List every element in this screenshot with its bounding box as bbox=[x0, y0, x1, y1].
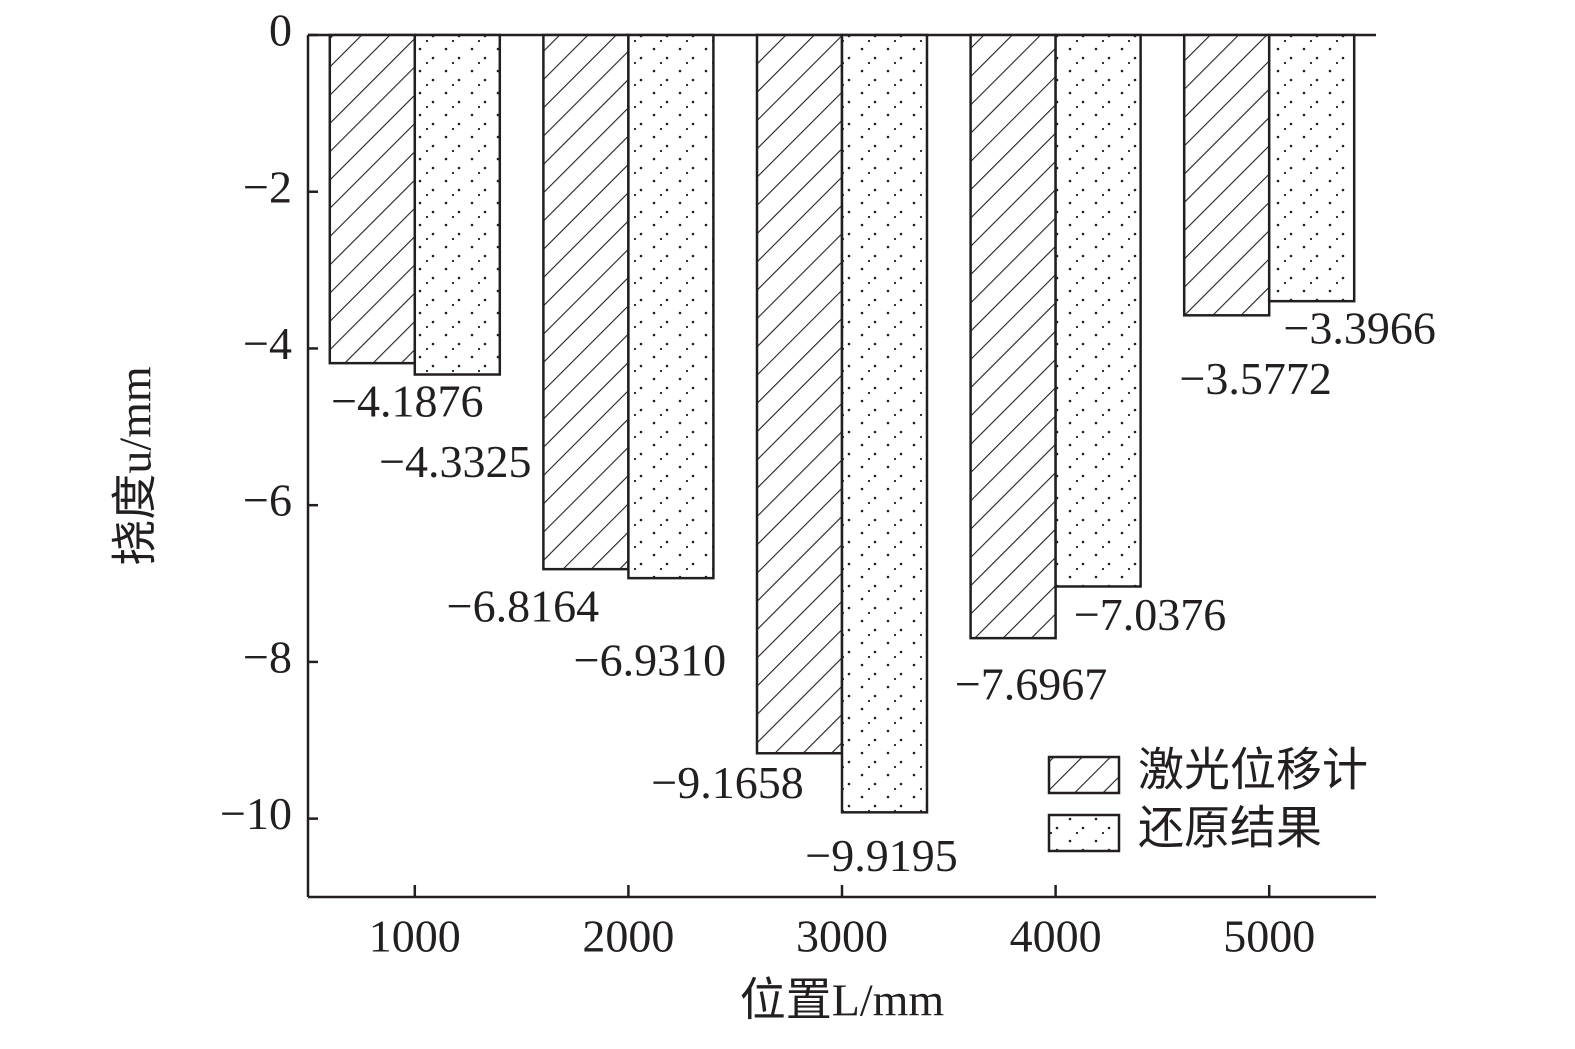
y-tick-label: −2 bbox=[243, 161, 292, 212]
value-label: −9.9195 bbox=[805, 830, 957, 881]
bar bbox=[840, 33, 929, 814]
legend-swatch bbox=[1047, 755, 1121, 795]
y-tick-label: −10 bbox=[220, 788, 292, 839]
value-label: −6.8164 bbox=[447, 581, 599, 632]
bar bbox=[755, 33, 844, 755]
value-label: −7.0376 bbox=[1074, 589, 1226, 640]
x-tick-label: 4000 bbox=[1010, 911, 1102, 962]
x-axis-title: 位置L/mm bbox=[740, 975, 945, 1026]
x-tick-label: 3000 bbox=[796, 911, 888, 962]
value-label: −3.5772 bbox=[1179, 353, 1331, 404]
bar bbox=[328, 33, 417, 365]
value-label: −4.1876 bbox=[331, 376, 483, 427]
bar bbox=[969, 33, 1057, 640]
x-tick-label: 2000 bbox=[582, 911, 674, 962]
value-label: −4.3325 bbox=[379, 436, 531, 487]
value-label: −6.9310 bbox=[574, 635, 726, 686]
bar bbox=[1182, 33, 1271, 317]
bar bbox=[542, 33, 630, 571]
y-tick-label: −6 bbox=[243, 475, 292, 526]
y-tick-label: 0 bbox=[269, 5, 292, 56]
x-tick-label: 5000 bbox=[1223, 911, 1315, 962]
bar bbox=[1054, 33, 1142, 588]
value-label: −9.1658 bbox=[651, 757, 803, 808]
legend-swatch bbox=[1047, 813, 1121, 853]
y-axis-title: 挠度u/mm bbox=[110, 366, 161, 566]
y-tick-label: −4 bbox=[243, 318, 292, 369]
legend-label: 还原结果 bbox=[1138, 803, 1322, 854]
bar bbox=[627, 33, 715, 580]
bar bbox=[413, 33, 502, 376]
x-tick-label: 1000 bbox=[369, 911, 461, 962]
value-label: −3.3966 bbox=[1283, 303, 1435, 354]
bar bbox=[1267, 33, 1356, 303]
value-label: −7.6967 bbox=[955, 659, 1107, 710]
legend-label: 激光位移计 bbox=[1138, 745, 1368, 796]
y-tick-label: −8 bbox=[243, 631, 292, 682]
